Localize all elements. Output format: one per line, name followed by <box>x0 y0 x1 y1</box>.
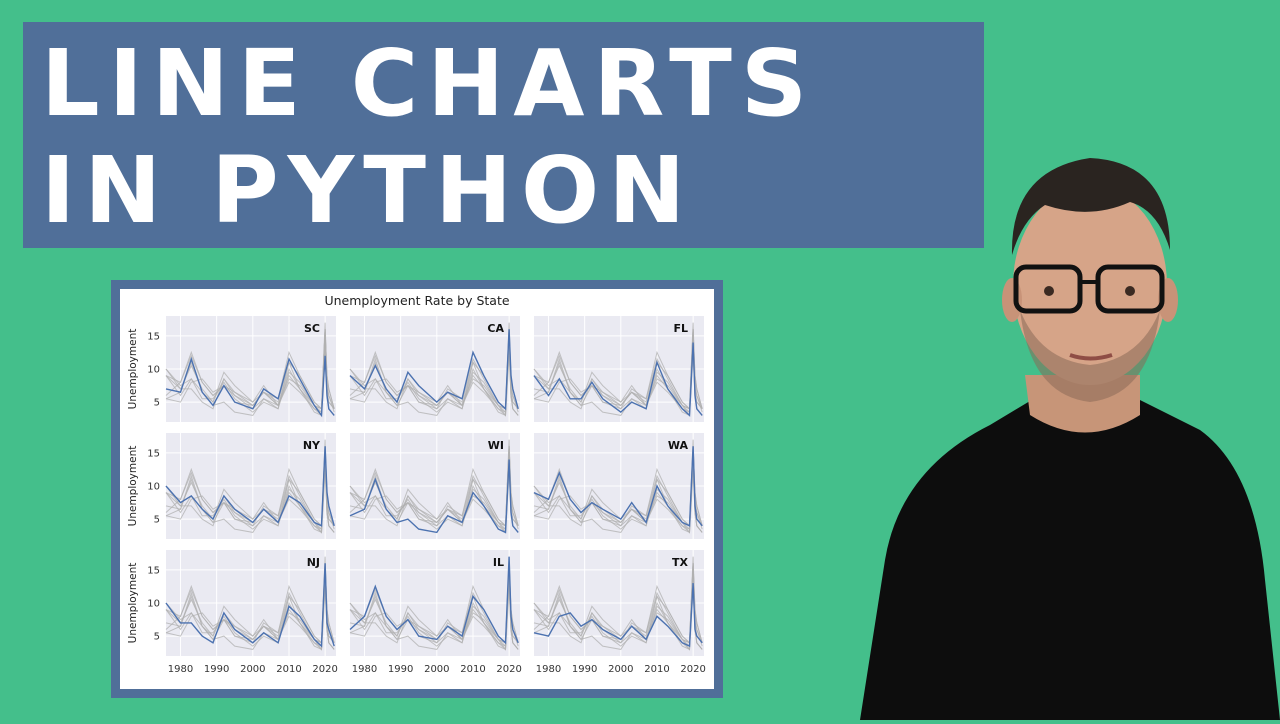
panel-nj: NJ 5 10 15 Unemployment 1980 1990 2000 2010 2020 <box>127 550 338 675</box>
state-label: CA <box>487 322 504 335</box>
panel-ca: CA <box>349 316 520 422</box>
small-multiples-chart: Unemployment Rate by State SC 5 10 15 Unemplo… <box>127 293 706 675</box>
state-label: FL <box>673 322 688 335</box>
highlight-line-ny <box>165 446 335 527</box>
state-label: NJ <box>307 556 320 569</box>
panel-sc: SC 5 10 15 Unemployment <box>127 316 336 422</box>
context-line-tx <box>349 349 519 413</box>
highlight-line-tx <box>533 583 703 648</box>
panel-fl: FL <box>533 316 704 422</box>
x-tick-label: 2020 <box>680 664 705 675</box>
title-line-2: IN PYTHON <box>41 137 695 244</box>
glasses-left <box>1013 264 1083 314</box>
panel-ny: NY 5 10 15 Unemployment <box>127 433 336 539</box>
x-tick-label: 1990 <box>204 664 229 675</box>
x-tick-label: 2000 <box>424 664 449 675</box>
state-label: IL <box>493 556 504 569</box>
highlight-line-fl <box>533 342 703 417</box>
y-axis-label: Unemployment <box>127 446 139 527</box>
x-tick-label: 2010 <box>276 664 301 675</box>
highlight-line-nj <box>165 563 335 648</box>
glasses-right <box>1095 264 1165 314</box>
y-tick-label: 10 <box>147 365 160 376</box>
highlight-line-wa <box>533 446 703 527</box>
y-tick-label: 5 <box>154 515 160 526</box>
x-tick-label: 1980 <box>168 664 193 675</box>
x-tick-label: 1990 <box>572 664 597 675</box>
chart-area: Unemployment Rate by State SC 5 10 15 Unemplo… <box>120 289 714 689</box>
y-axis-label: Unemployment <box>127 329 139 410</box>
x-tick-label: 1990 <box>388 664 413 675</box>
title-line-1: LINE CHARTS <box>41 30 817 137</box>
state-label: TX <box>672 556 689 569</box>
chart-title: Unemployment Rate by State <box>324 293 509 308</box>
panel-wi: WI <box>349 433 520 539</box>
highlight-line-sc <box>165 355 335 418</box>
context-line-tx <box>349 583 519 647</box>
y-tick-label: 15 <box>147 565 160 576</box>
state-label: NY <box>303 439 321 452</box>
x-tick-label: 2010 <box>644 664 669 675</box>
beard <box>1020 310 1160 402</box>
x-tick-label: 1980 <box>536 664 561 675</box>
panel-wa: WA <box>533 433 704 539</box>
hair <box>1011 158 1170 255</box>
face <box>1013 185 1167 385</box>
x-tick-label: 2020 <box>312 664 337 675</box>
context-line-il <box>165 322 335 410</box>
y-tick-label: 10 <box>147 482 160 493</box>
highlight-line-il <box>349 556 519 645</box>
panel-il: IL 1980 1990 2000 2010 2020 <box>349 550 522 675</box>
y-axis-label: Unemployment <box>127 563 139 644</box>
context-line-il <box>533 322 703 410</box>
y-tick-label: 10 <box>147 599 160 610</box>
x-tick-label: 1980 <box>352 664 377 675</box>
highlight-line-wi <box>349 459 519 534</box>
context-line-il <box>533 556 703 644</box>
chart-frame: Unemployment Rate by State SC 5 10 15 Unemplo… <box>111 280 723 698</box>
y-tick-label: 15 <box>147 448 160 459</box>
y-tick-label: 5 <box>154 398 160 409</box>
y-tick-label: 5 <box>154 632 160 643</box>
context-line-il <box>349 439 519 527</box>
state-label: WA <box>668 439 689 452</box>
x-tick-label: 2000 <box>608 664 633 675</box>
panel-tx: TX 1980 1990 2000 2010 2020 <box>533 550 706 675</box>
presenter-photo <box>840 140 1280 720</box>
highlight-line-ca <box>349 329 519 411</box>
x-tick-label: 2010 <box>460 664 485 675</box>
title-banner: LINE CHARTS IN PYTHON <box>23 22 984 248</box>
shirt <box>860 395 1280 720</box>
x-tick-label: 2020 <box>496 664 521 675</box>
y-tick-label: 15 <box>147 331 160 342</box>
state-label: SC <box>304 322 320 335</box>
x-tick-label: 2000 <box>240 664 265 675</box>
state-label: WI <box>488 439 504 452</box>
